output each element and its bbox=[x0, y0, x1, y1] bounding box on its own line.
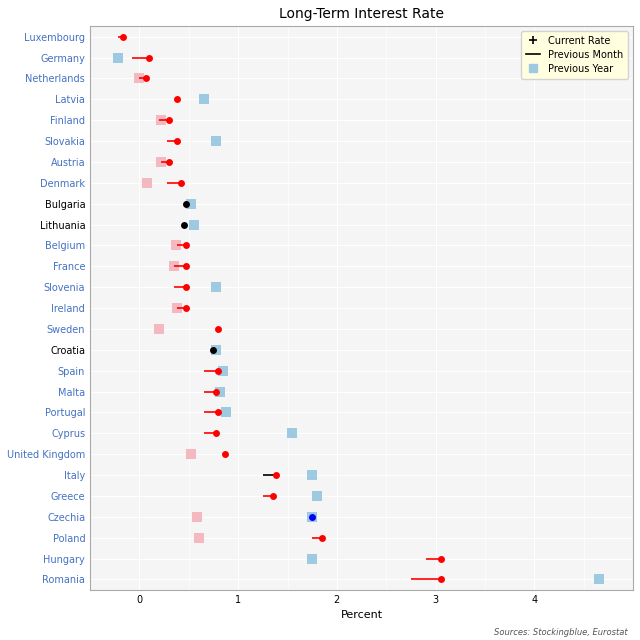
Point bbox=[435, 574, 445, 584]
Text: Sources: Stockingblue, Eurostat: Sources: Stockingblue, Eurostat bbox=[493, 628, 627, 637]
Point bbox=[312, 491, 323, 501]
Point bbox=[118, 31, 128, 42]
Point bbox=[213, 407, 223, 417]
Point bbox=[271, 470, 281, 480]
Point bbox=[435, 554, 445, 564]
Point bbox=[144, 52, 154, 63]
Point bbox=[176, 178, 186, 188]
Point bbox=[211, 282, 221, 292]
Point bbox=[193, 532, 204, 543]
Point bbox=[164, 115, 174, 125]
Point bbox=[172, 303, 182, 313]
Point bbox=[213, 365, 223, 376]
Point bbox=[211, 428, 221, 438]
Point bbox=[307, 511, 317, 522]
Point bbox=[180, 198, 191, 209]
Point bbox=[191, 511, 202, 522]
Point bbox=[220, 449, 230, 460]
Point bbox=[221, 407, 232, 417]
Point bbox=[211, 345, 221, 355]
Point bbox=[198, 94, 209, 104]
Point bbox=[307, 470, 317, 480]
Point bbox=[215, 387, 225, 397]
Legend: Current Rate, Previous Month, Previous Year: Current Rate, Previous Month, Previous Y… bbox=[521, 31, 628, 79]
Point bbox=[113, 52, 123, 63]
Point bbox=[134, 74, 145, 84]
Point bbox=[593, 574, 604, 584]
Point bbox=[186, 449, 196, 460]
Point bbox=[180, 282, 191, 292]
Point bbox=[172, 94, 182, 104]
Point bbox=[180, 261, 191, 271]
Point bbox=[186, 198, 196, 209]
Point bbox=[179, 220, 189, 230]
Point bbox=[180, 241, 191, 251]
Point bbox=[169, 261, 179, 271]
Title: Long-Term Interest Rate: Long-Term Interest Rate bbox=[279, 7, 444, 21]
Point bbox=[268, 491, 278, 501]
Point bbox=[287, 428, 298, 438]
Point bbox=[156, 157, 166, 167]
Point bbox=[189, 220, 199, 230]
Point bbox=[317, 532, 327, 543]
Point bbox=[307, 554, 317, 564]
Point bbox=[209, 345, 219, 355]
Point bbox=[218, 365, 228, 376]
Point bbox=[171, 241, 181, 251]
Point bbox=[156, 115, 166, 125]
Point bbox=[307, 511, 317, 522]
Point bbox=[213, 324, 223, 334]
Point bbox=[211, 136, 221, 146]
Point bbox=[164, 157, 174, 167]
Point bbox=[154, 324, 164, 334]
Point bbox=[142, 178, 152, 188]
X-axis label: Percent: Percent bbox=[340, 611, 383, 620]
Point bbox=[211, 387, 221, 397]
Point bbox=[141, 74, 152, 84]
Point bbox=[180, 303, 191, 313]
Point bbox=[172, 136, 182, 146]
